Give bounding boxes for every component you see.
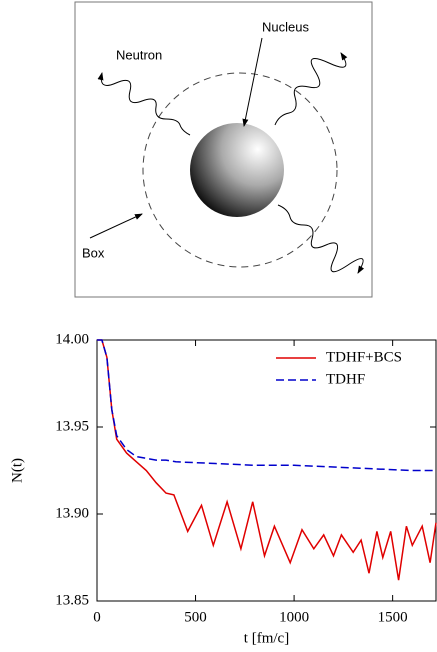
diagram-frame <box>74 1 373 298</box>
data-line <box>97 339 436 472</box>
y-axis-label: N(t) <box>9 458 25 483</box>
box-circle <box>142 72 338 268</box>
legend-label: TDHF <box>326 371 365 387</box>
nucleus <box>190 123 284 217</box>
label: Nucleus <box>262 19 309 34</box>
x-tick-label: 0 <box>93 609 101 625</box>
arrow <box>89 213 143 239</box>
y-tick-label: 13.90 <box>55 505 89 521</box>
x-tick-label: 1500 <box>378 609 408 625</box>
neutron-path <box>97 72 191 136</box>
neutron-path <box>274 52 348 126</box>
plot-frame <box>96 339 437 602</box>
y-tick-label: 14.00 <box>55 331 89 347</box>
data-line <box>97 339 437 581</box>
label: Neutron <box>116 47 162 62</box>
neutron-path <box>277 204 365 274</box>
diagram: Nucleus Neutron Box <box>74 1 373 298</box>
arrow <box>242 37 263 127</box>
legend-label: TDHF+BCS <box>326 349 402 365</box>
x-tick-label: 1000 <box>279 609 309 625</box>
label: Box <box>82 245 105 260</box>
y-tick-label: 13.85 <box>55 592 89 608</box>
x-tick-label: 500 <box>184 609 207 625</box>
y-tick-label: 13.95 <box>55 418 89 434</box>
x-axis-label: t [fm/c] <box>244 630 289 646</box>
